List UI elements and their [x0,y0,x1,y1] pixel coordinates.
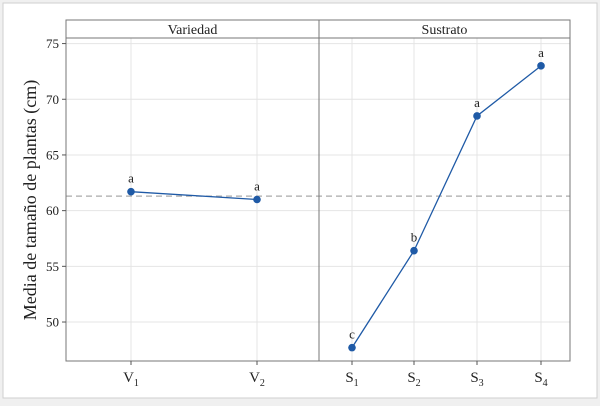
x-tick-label: S4 [534,370,547,389]
y-axis-label: Media de tamaño de plantas (cm) [20,80,41,320]
data-point [253,195,261,204]
y-tick-label: 50 [46,315,59,330]
panel-frame [318,37,571,362]
significance-letter: a [128,171,134,186]
series-layer: a a c b a a [127,45,545,352]
significance-letter: c [349,327,355,342]
chart-canvas [2,2,598,399]
series-line [351,65,542,348]
series-line [130,191,258,201]
data-point [410,246,418,255]
x-tick-label: S3 [470,370,483,389]
panel-title: Sustrato [422,23,468,38]
significance-letter: b [411,230,418,245]
significance-letter: a [254,179,260,194]
x-tick-label: V2 [249,370,265,389]
x-tick-label: S1 [345,370,358,389]
data-point [537,62,545,70]
x-tick-label: V1 [123,370,139,389]
grid-layer [66,38,570,361]
y-tick-label: 70 [46,92,59,107]
data-point [127,187,135,196]
panels-layer: Variedad Sustrato [65,19,571,362]
axis-layer: 50 55 60 65 70 75 V1 V2 S1 S2 S3 S4 [46,36,548,389]
panel-title: Variedad [168,23,218,38]
data-point [473,112,481,120]
y-tick-label: 65 [46,147,59,162]
significance-letter: a [538,45,544,60]
x-tick-label: S2 [407,370,420,389]
data-point [348,343,356,352]
y-tick-label: 60 [46,203,59,218]
y-tick-label: 75 [46,36,59,51]
y-tick-label: 55 [46,259,59,274]
significance-letter: a [474,95,480,110]
